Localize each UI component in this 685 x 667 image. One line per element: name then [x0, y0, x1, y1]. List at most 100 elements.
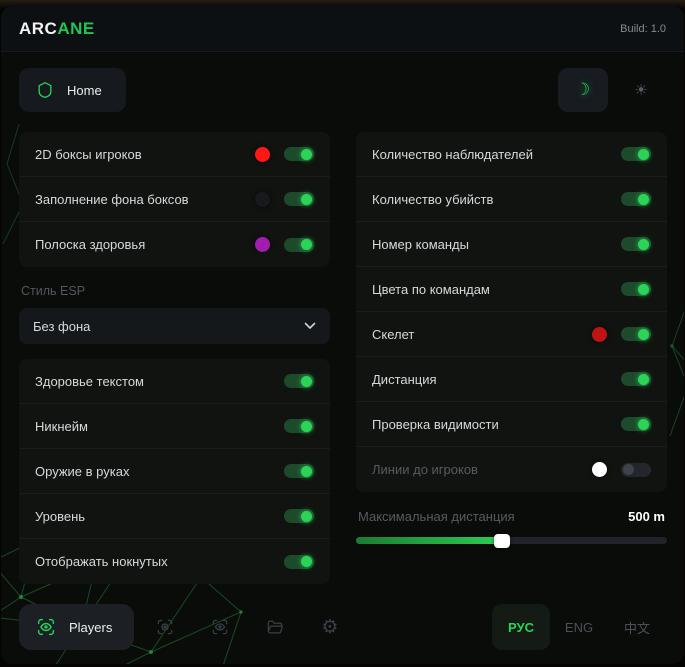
aim-tab-button[interactable]: [140, 604, 189, 650]
toggle-switch[interactable]: [621, 372, 651, 386]
theme-switcher: ☾ ☀: [558, 68, 666, 112]
toggle-switch[interactable]: [284, 554, 314, 569]
setting-label: Линии до игроков: [372, 462, 478, 477]
eye-scan-icon: [212, 619, 228, 635]
visuals-tab-button[interactable]: [195, 604, 244, 650]
setting-row: Уровень: [19, 494, 330, 539]
setting-label: Здоровье текстом: [35, 373, 144, 389]
distance-slider[interactable]: [356, 533, 667, 548]
setting-row: 2D боксы игроков: [19, 132, 330, 177]
esp-box-panel: 2D боксы игроков Заполнение фона боксов …: [19, 132, 330, 267]
setting-label: Номер команды: [372, 236, 469, 252]
esp-style-dropdown[interactable]: Без фона: [19, 308, 330, 344]
color-swatch[interactable]: [592, 462, 607, 477]
setting-row: Полоска здоровья: [19, 222, 330, 267]
language-zh-button[interactable]: 中文: [623, 620, 650, 636]
setting-label: Заполнение фона боксов: [35, 191, 189, 207]
settings-tab-button[interactable]: ⚙: [305, 604, 354, 650]
toggle-switch[interactable]: [284, 464, 314, 478]
setting-label: Полоска здоровья: [35, 237, 146, 252]
toggle-knob: [638, 373, 649, 385]
color-swatch[interactable]: [255, 146, 270, 162]
settings-area: 2D боксы игроков Заполнение фона боксов …: [1, 112, 684, 584]
esp-text-panel: Здоровье текстом Никнейм Оружие в руках …: [19, 359, 330, 584]
toggle-knob: [301, 420, 312, 432]
arcane-window: ARCANE Build: 1.0 Home ☾ ☀ 2D боксы игро…: [1, 6, 684, 664]
toggle-knob: [638, 418, 649, 430]
setting-row: Заполнение фона боксов: [19, 177, 330, 222]
home-label: Home: [67, 82, 102, 98]
toggle-switch[interactable]: [284, 192, 314, 206]
color-swatch[interactable]: [255, 237, 270, 252]
build-version: Build: 1.0: [620, 22, 666, 35]
moon-icon: ☾: [575, 80, 591, 99]
toggle-switch[interactable]: [284, 147, 314, 161]
setting-label: Дистанция: [372, 371, 437, 387]
toggle-knob: [301, 556, 312, 567]
toggle-switch[interactable]: [284, 374, 314, 388]
setting-row: Оружие в руках: [19, 449, 330, 494]
toggle-switch[interactable]: [621, 282, 651, 296]
toggle-knob: [638, 193, 649, 205]
dropdown-value: Без фона: [33, 318, 91, 334]
players-tab-button[interactable]: Players: [19, 604, 135, 650]
target-scan-icon: [157, 619, 173, 635]
esp-info-panel: Количество наблюдателей Количество убийс…: [356, 132, 667, 492]
setting-row: Цвета по командам: [356, 267, 667, 312]
setting-label: 2D боксы игроков: [35, 146, 142, 162]
toggle-knob: [638, 328, 649, 340]
toggle-switch[interactable]: [621, 417, 651, 431]
setting-label: Цвета по командам: [372, 281, 490, 297]
color-swatch[interactable]: [255, 191, 270, 207]
setting-label: Проверка видимости: [372, 416, 499, 432]
right-column: Количество наблюдателей Количество убийс…: [356, 132, 667, 584]
toggle-knob: [301, 510, 312, 522]
toggle-knob: [301, 375, 312, 387]
sun-icon: ☀: [634, 82, 648, 99]
app-logo: ARCANE: [19, 19, 95, 39]
setting-row: Здоровье текстом: [19, 359, 330, 404]
spacer: [19, 344, 330, 359]
players-label: Players: [69, 619, 113, 635]
hexagon-home-icon: [38, 82, 52, 99]
toggle-switch[interactable]: [284, 237, 314, 252]
setting-row: Количество наблюдателей: [356, 132, 667, 177]
toggle-knob: [638, 148, 649, 160]
setting-label: Оружие в руках: [35, 463, 130, 479]
nav-row: Home ☾ ☀: [1, 52, 684, 112]
dark-theme-button[interactable]: ☾: [558, 68, 608, 112]
esp-style-label: Стиль ESP: [21, 284, 86, 298]
max-distance-value: 500 m: [628, 509, 665, 524]
language-switcher: РУС ENG 中文: [492, 604, 666, 650]
setting-row: Скелет: [356, 312, 667, 357]
toggle-switch[interactable]: [284, 419, 314, 433]
toggle-knob: [301, 193, 312, 205]
toggle-switch[interactable]: [621, 327, 651, 341]
setting-row: Линии до игроков: [356, 447, 667, 492]
toggle-switch[interactable]: [621, 462, 651, 477]
setting-row: Отображать нокнутых: [19, 539, 330, 584]
home-button[interactable]: Home: [19, 68, 126, 112]
light-theme-button[interactable]: ☀: [616, 68, 666, 112]
configs-tab-button[interactable]: [250, 604, 299, 650]
slider-fill: [356, 537, 503, 544]
toggle-knob: [301, 148, 312, 160]
setting-row: Номер команды: [356, 222, 667, 267]
bottom-bar: Players: [1, 604, 684, 664]
left-column: 2D боксы игроков Заполнение фона боксов …: [19, 132, 330, 584]
toggle-switch[interactable]: [284, 509, 314, 523]
slider-thumb[interactable]: [494, 533, 511, 548]
toggle-switch[interactable]: [621, 237, 651, 251]
setting-row: Проверка видимости: [356, 402, 667, 447]
toggle-switch[interactable]: [621, 192, 651, 206]
title-bar: ARCANE Build: 1.0: [1, 6, 684, 52]
toggle-knob: [301, 239, 312, 250]
color-swatch[interactable]: [592, 326, 607, 342]
language-eng-button[interactable]: ENG: [564, 619, 594, 635]
setting-label: Количество убийств: [372, 191, 494, 207]
toggle-switch[interactable]: [621, 147, 651, 161]
setting-row: Дистанция: [356, 357, 667, 402]
language-rus-button[interactable]: РУС: [492, 604, 550, 650]
gear-icon: ⚙: [321, 616, 339, 638]
toggle-knob: [301, 465, 312, 477]
